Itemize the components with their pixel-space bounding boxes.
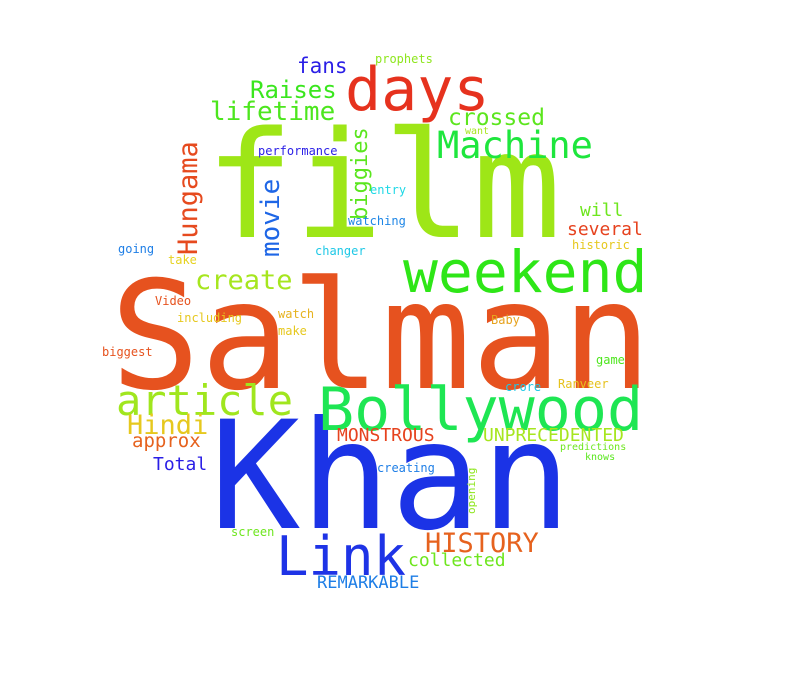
- word-monstrous: MONSTROUS: [337, 425, 435, 446]
- word-opening: opening: [465, 467, 478, 514]
- word-game: game: [596, 353, 625, 367]
- word-want: want: [465, 126, 490, 137]
- word-watching: watching: [348, 214, 406, 228]
- word-crossed: crossed: [448, 105, 545, 131]
- word-prophets: prophets: [375, 52, 433, 66]
- word-remarkable: REMARKABLE: [317, 573, 420, 593]
- word-raises: Raises: [250, 76, 337, 104]
- word-hungama: Hungama: [173, 141, 204, 255]
- word-including: including: [177, 311, 243, 325]
- word-predictions: predictions: [560, 442, 627, 453]
- word-film: film: [205, 100, 562, 272]
- word-crore: crore: [505, 380, 542, 394]
- word-salman: Salman: [110, 250, 652, 424]
- word-total: Total: [153, 454, 208, 475]
- word-history: HISTORY: [425, 528, 539, 559]
- word-video: Video: [155, 294, 192, 308]
- word-fans: fans: [297, 54, 348, 78]
- word-bollywood: Bollywood: [318, 375, 644, 445]
- word-performance: performance: [258, 144, 338, 158]
- word-screen: screen: [231, 525, 275, 539]
- word-several: several: [567, 219, 643, 240]
- word-biggies: biggies: [348, 127, 373, 220]
- word-will: will: [580, 200, 624, 221]
- word-entry: entry: [370, 183, 407, 197]
- word-machine: Machine: [437, 124, 593, 167]
- word-biggest: biggest: [102, 345, 153, 359]
- word-knows: knows: [585, 452, 616, 463]
- word-take: take: [168, 253, 197, 267]
- word-watch: watch: [278, 307, 315, 321]
- word-link: Link: [276, 525, 407, 588]
- word-movie: movie: [256, 178, 286, 257]
- word-baby: Baby: [491, 313, 520, 327]
- word-days: days: [345, 55, 490, 125]
- word-article: article: [116, 376, 294, 425]
- word-approx: approx: [132, 430, 201, 452]
- word-lifetime: lifetime: [210, 97, 336, 127]
- word-unprecedented: UNPRECEDENTED: [483, 425, 624, 446]
- word-weekend: weekend: [403, 238, 648, 306]
- word-changer: changer: [315, 244, 366, 258]
- word-make: make: [278, 324, 307, 338]
- word-create: create: [195, 265, 293, 296]
- word-historic: historic: [572, 238, 630, 252]
- word-ranveer: Ranveer: [558, 377, 609, 391]
- word-collected: collected: [408, 550, 506, 571]
- word-going: going: [118, 242, 155, 256]
- word-creating: creating: [377, 461, 435, 475]
- word-hindi: Hindi: [127, 410, 209, 441]
- word-khan: Khan: [210, 390, 572, 564]
